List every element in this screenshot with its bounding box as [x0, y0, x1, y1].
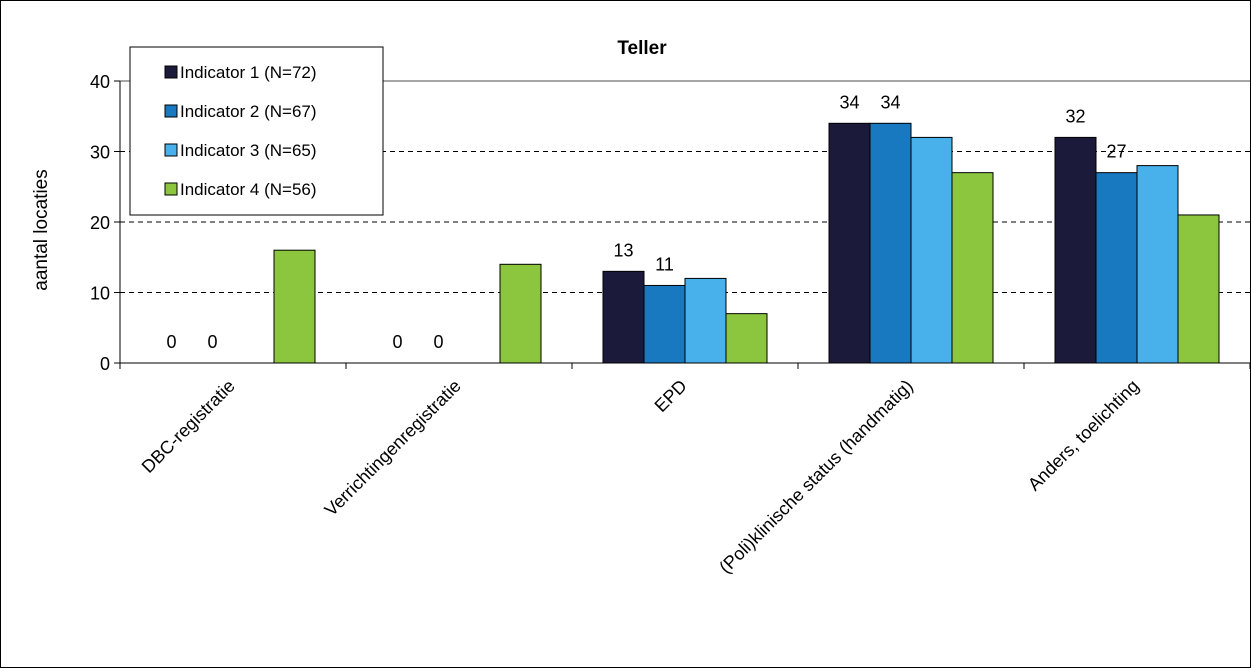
- chart-title: Teller: [617, 38, 667, 59]
- bar-series3-3: [910, 136, 953, 364]
- bar-series1-2: [602, 270, 645, 364]
- bar-series4-2: [725, 313, 768, 364]
- x-category-label: Verrichtingenregistratie: [321, 376, 465, 520]
- legend-swatch: [164, 65, 178, 79]
- data-label: 0: [166, 332, 176, 352]
- data-label: 0: [433, 332, 443, 352]
- bar-series3-4: [1136, 165, 1179, 364]
- bar-series4-0: [273, 249, 316, 364]
- bars: [273, 122, 1220, 364]
- bar-series4-4: [1177, 214, 1220, 364]
- x-category-label: Anders, toelichting: [1024, 376, 1143, 495]
- legend-swatch: [164, 104, 178, 118]
- bar-series2-2: [643, 284, 686, 364]
- bar-series4-3: [951, 172, 994, 364]
- legend-swatch: [164, 182, 178, 196]
- data-label: 13: [613, 240, 633, 260]
- bar-series4-1: [499, 263, 542, 364]
- legend-label: Indicator 4 (N=56): [180, 180, 317, 199]
- data-label: 34: [839, 92, 859, 112]
- x-category-label: (Poli)klinische status (handmatig): [715, 376, 917, 578]
- bar-series3-2: [684, 277, 727, 364]
- bar-series1-3: [828, 122, 871, 364]
- legend-label: Indicator 3 (N=65): [180, 141, 317, 160]
- legend-swatch: [164, 143, 178, 157]
- data-label: 0: [207, 332, 217, 352]
- x-category-label: EPD: [651, 376, 691, 416]
- legend: Indicator 1 (N=72) Indicator 2 (N=67) Indi…: [129, 46, 384, 216]
- data-label: 0: [392, 332, 402, 352]
- y-tick-label: 20: [90, 213, 110, 233]
- y-tick-label: 0: [100, 354, 110, 374]
- y-axis-label: aantal locaties: [31, 169, 52, 290]
- data-label: 32: [1065, 106, 1085, 126]
- y-tick-label: 10: [90, 284, 110, 304]
- bar-series2-3: [869, 122, 912, 364]
- y-tick-label: 40: [90, 72, 110, 92]
- legend-label: Indicator 2 (N=67): [180, 102, 317, 121]
- y-tick-label: 30: [90, 143, 110, 163]
- data-labels: 0 0 0 0 13 11 34 34 32 27: [166, 92, 1126, 352]
- x-category-label: DBC-registratie: [138, 376, 239, 477]
- data-label: 27: [1106, 142, 1126, 162]
- legend-label: Indicator 1 (N=72): [180, 63, 317, 82]
- bar-series2-4: [1095, 172, 1138, 364]
- data-label: 11: [655, 254, 674, 274]
- bar-series1-4: [1054, 136, 1097, 364]
- data-label: 34: [880, 92, 900, 112]
